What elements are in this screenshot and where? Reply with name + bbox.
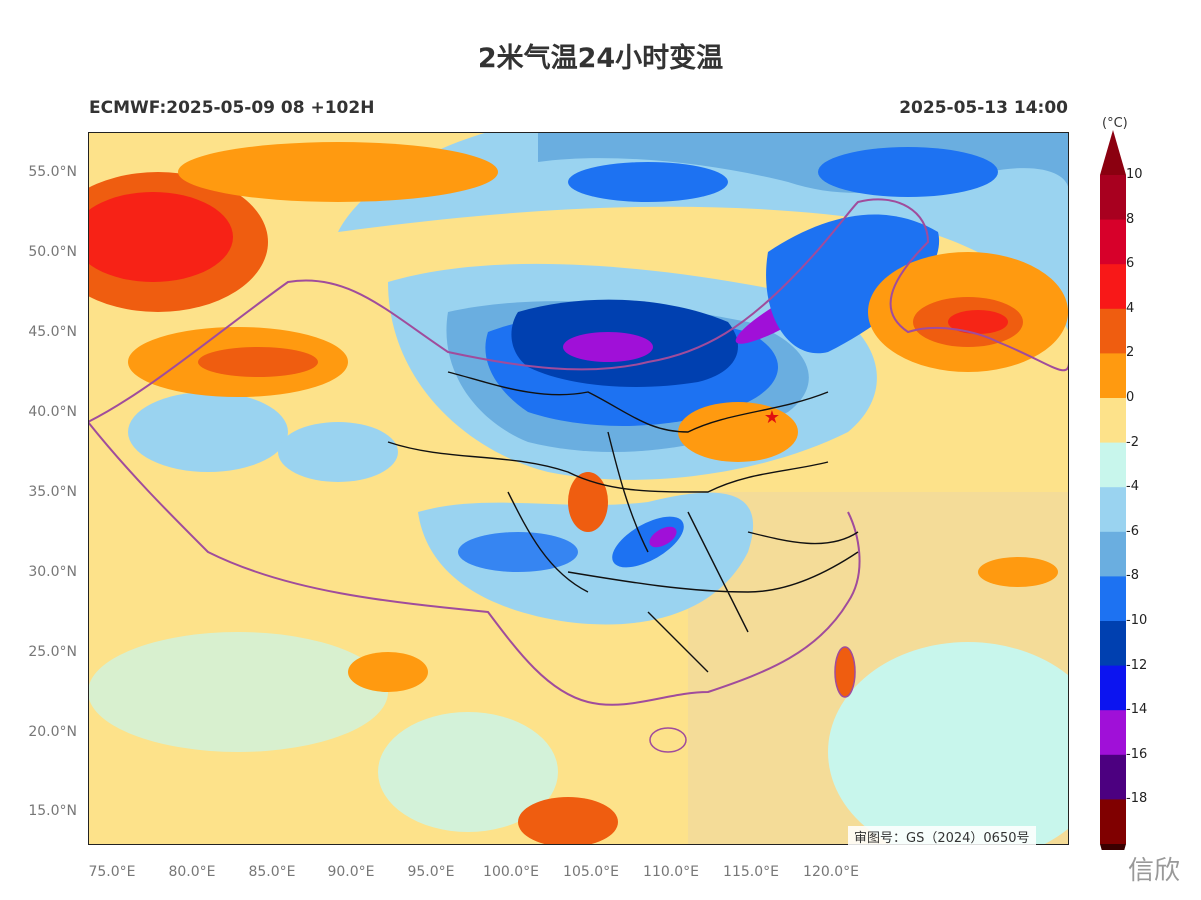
- lat-label-25: 25.0°N: [28, 644, 77, 660]
- colorbar-tick-label: 8: [1126, 211, 1135, 227]
- field-warm-ne-spot: [948, 310, 1008, 334]
- map-title: 2米气温24小时变温: [477, 43, 724, 74]
- colorbar-segment: [1100, 531, 1126, 577]
- colorbar-segment: [1100, 799, 1126, 845]
- lon-label-120: 120.0°E: [803, 864, 859, 880]
- lon-label-115: 115.0°E: [723, 864, 779, 880]
- island-taiwan: [834, 646, 856, 698]
- field-warm-north-china: [678, 402, 798, 462]
- lat-label-20: 20.0°N: [28, 724, 77, 740]
- colorbar-tick-label: 4: [1126, 300, 1135, 316]
- lon-label-105: 105.0°E: [563, 864, 619, 880]
- colorbar-tick-label: -14: [1126, 702, 1148, 718]
- colorbar-tick-label: -8: [1126, 568, 1139, 584]
- field-cool-south: [378, 712, 558, 832]
- field-warm-south: [518, 797, 618, 845]
- lon-label-90: 90.0°E: [327, 864, 375, 880]
- field-cool-southwest: [88, 632, 388, 752]
- field-warm-loess: [568, 472, 608, 532]
- field-warm-top: [178, 142, 498, 202]
- colorbar-tick-label: 2: [1126, 345, 1135, 361]
- colorbar-segment: [1100, 487, 1126, 533]
- field-warm-east-sea: [978, 557, 1058, 587]
- field-cool-top-blob: [568, 162, 728, 202]
- colorbar-segment: [1100, 353, 1126, 399]
- colorbar-segment: [1100, 710, 1126, 756]
- lon-label-95: 95.0°E: [407, 864, 455, 880]
- colorbar-segment: [1100, 621, 1126, 667]
- island-hainan: [649, 727, 687, 753]
- lat-label-15: 15.0°N: [28, 803, 77, 819]
- lon-label-100: 100.0°E: [483, 864, 539, 880]
- red-star-marker: ★: [764, 407, 780, 428]
- field-cool-central-core: [649, 526, 677, 548]
- valid-time-label: 2025-05-13 14:00: [899, 98, 1068, 118]
- colorbar-top-arrow: [1100, 130, 1126, 175]
- field-cool-sichuan: [458, 532, 578, 572]
- colorbar-segment: [1100, 576, 1126, 622]
- colorbar-segment: [1100, 264, 1126, 310]
- colorbar-tick-label: -6: [1126, 523, 1139, 539]
- map-approval-watermark: 审图号：GS（2024）0650号: [848, 826, 1036, 847]
- field-cool-west-2: [278, 422, 398, 482]
- lat-label-30: 30.0°N: [28, 564, 77, 580]
- lat-label-45: 45.0°N: [28, 324, 77, 340]
- field-extreme-cool-1: [563, 332, 653, 362]
- colorbar-tick-label: 6: [1126, 256, 1135, 272]
- colorbar-segment: [1100, 175, 1126, 221]
- colorbar-segment: [1100, 665, 1126, 711]
- lon-label-75: 75.0°E: [88, 864, 136, 880]
- field-cool-southeast: [828, 642, 1069, 845]
- colorbar-segment: [1100, 442, 1126, 488]
- colorbar-tick-label: -12: [1126, 657, 1148, 673]
- lat-label-35: 35.0°N: [28, 484, 77, 500]
- colorbar-tick-label: -18: [1126, 791, 1148, 807]
- colorbar-tick-label: -4: [1126, 479, 1139, 495]
- colorbar-tick-label: -16: [1126, 746, 1148, 762]
- colorbar-bottom-arrow: [1100, 844, 1126, 850]
- lat-label-55: 55.0°N: [28, 164, 77, 180]
- temperature-change-map: ★: [88, 132, 1069, 845]
- colorbar-segment: [1100, 219, 1126, 265]
- colorbar: [1100, 130, 1126, 850]
- colorbar-segment: [1100, 308, 1126, 354]
- field-warm-northwest-core: [88, 192, 233, 282]
- field-warm-west-core: [198, 347, 318, 377]
- field-cool-west: [128, 392, 288, 472]
- colorbar-segment: [1100, 398, 1126, 444]
- map-border: [88, 132, 1069, 845]
- model-run-label: ECMWF:2025-05-09 08 +102H: [89, 98, 375, 118]
- field-cool-top-blob-2: [818, 147, 998, 197]
- colorbar-tick-label: 0: [1126, 390, 1135, 405]
- field-cool-northeast: [766, 214, 940, 354]
- lon-label-110: 110.0°E: [643, 864, 699, 880]
- lon-label-85: 85.0°E: [248, 864, 296, 880]
- overlay-watermark-text: 信欣: [1128, 856, 1181, 886]
- colorbar-tick-label: -2: [1126, 434, 1139, 450]
- province-boundaries: [387, 371, 859, 673]
- colorbar-tick-label: 10: [1126, 167, 1143, 182]
- colorbar-tick-label: -10: [1126, 613, 1148, 628]
- colorbar-unit: (°C): [1102, 116, 1128, 131]
- national-boundary: [88, 198, 1069, 706]
- lat-label-50: 50.0°N: [28, 244, 77, 260]
- lon-label-80: 80.0°E: [168, 864, 216, 880]
- lat-label-40: 40.0°N: [28, 404, 77, 420]
- field-warm-sw: [348, 652, 428, 692]
- colorbar-segment: [1100, 754, 1126, 800]
